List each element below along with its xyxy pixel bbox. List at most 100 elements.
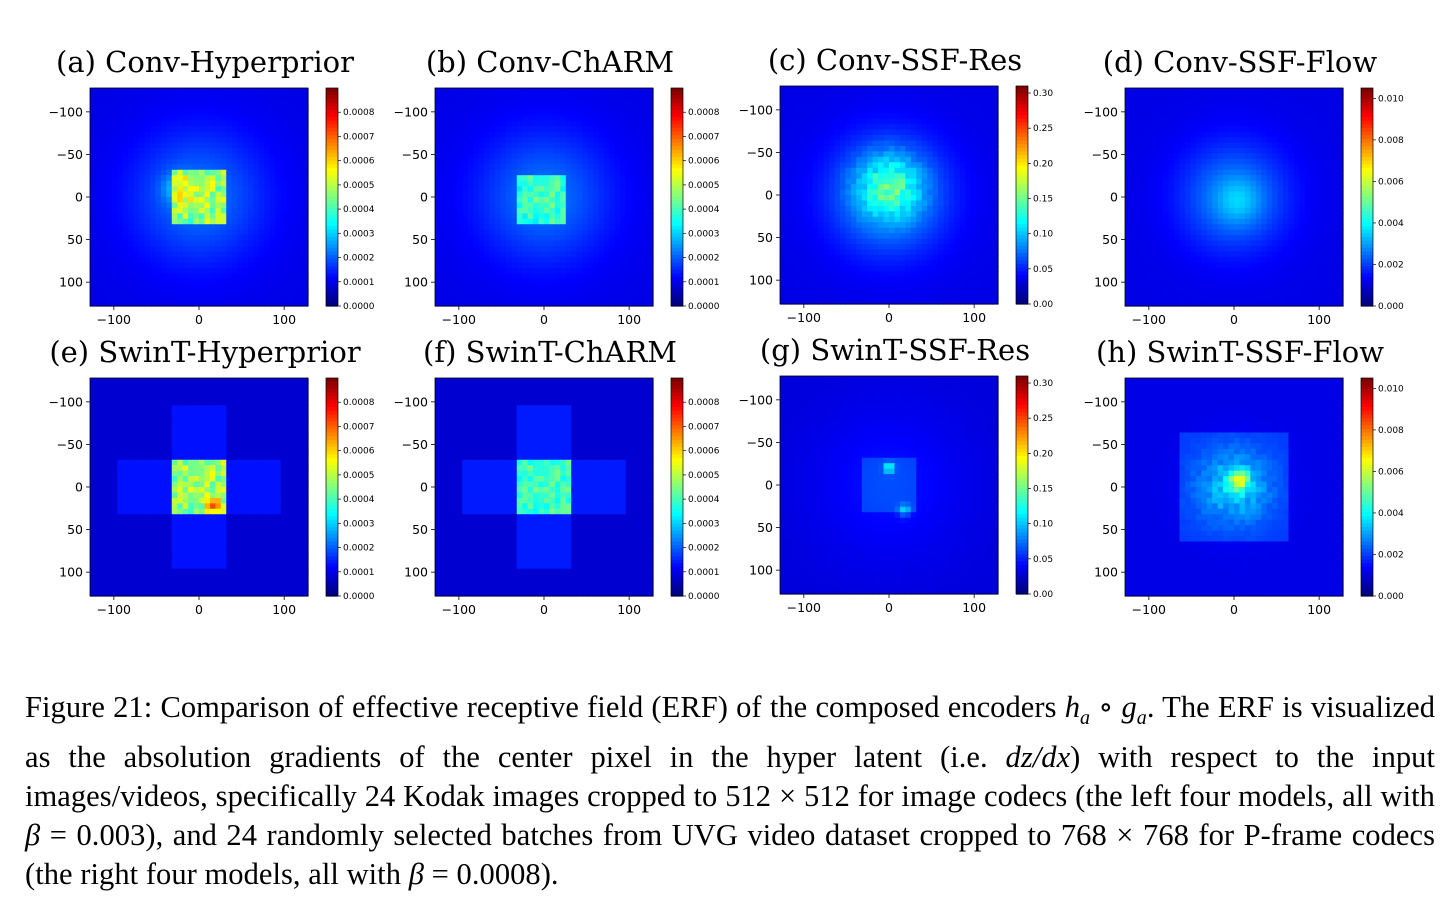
y-tick-label: 0	[75, 190, 83, 205]
colorbar-tick-label: 0.05	[1033, 555, 1053, 565]
y-tick-label: 50	[67, 232, 83, 247]
y-tick-label: −100	[1084, 104, 1118, 119]
colorbar-tick-label: 0.0003	[688, 229, 720, 239]
caption-text-6: for P-frame codecs (the right four model…	[25, 818, 1435, 892]
colorbar-tick-label: 0.0003	[688, 519, 720, 529]
colorbar-tick-label: 0.00	[1033, 300, 1053, 310]
caption-math-768: 768 × 768	[1060, 818, 1189, 853]
x-tick-label: −100	[1132, 602, 1166, 617]
colorbar-tick-label: 0.20	[1033, 159, 1053, 169]
colorbar-tick-label: 0.010	[1378, 94, 1404, 104]
x-tick-label: 100	[1307, 602, 1331, 617]
erf-panel-conv-ssf-res: (c) Conv-SSF-Res −100 0 100 −100 −50 0 50 100 0.0…	[730, 38, 1075, 328]
colorbar-tick-label: 0.0001	[343, 568, 375, 578]
panel-title: (g) SwinT-SSF-Res	[760, 333, 1030, 367]
panel-title: (e) SwinT-Hyperprior	[49, 335, 360, 369]
colorbar-tick-label: 0.0006	[688, 447, 720, 457]
caption-math-beta-2: β	[408, 857, 424, 892]
x-tick-label: −100	[1132, 312, 1166, 327]
caption-math-dzdx: dz/dx	[1005, 740, 1071, 775]
colorbar-tick-label: 0.0001	[343, 278, 375, 288]
y-tick-label: −100	[739, 102, 773, 117]
colorbar-tick-label: 0.0005	[343, 471, 375, 481]
erf-panel-conv-hyperprior: (a) Conv-Hyperprior −100 0 100 −100 −50 0 50 100…	[40, 40, 385, 330]
caption-math-beta-1-value: = 0.003	[40, 818, 146, 853]
x-tick-label: −100	[97, 602, 131, 617]
erf-heatmap-svg: (d) Conv-SSF-Flow −100 0 100 −100 −50 0 50 100 0.…	[1084, 45, 1404, 327]
colorbar-tick-label: 0.0002	[688, 544, 720, 554]
y-tick-label: 100	[749, 563, 773, 578]
y-tick-label: −50	[1092, 147, 1118, 162]
erf-panel-conv-ssf-flow: (d) Conv-SSF-Flow −100 0 100 −100 −50 0 50 100 0.…	[1075, 40, 1420, 330]
caption-math-g: ga	[1121, 690, 1147, 730]
colorbar-tick-label: 0.0001	[688, 568, 720, 578]
x-tick-label: 0	[885, 600, 893, 615]
y-tick-label: 50	[67, 522, 83, 537]
y-tick-label: −50	[402, 147, 428, 162]
colorbar-tick-label: 0.008	[1378, 136, 1404, 146]
colorbar-tick-label: 0.0004	[688, 205, 720, 215]
y-tick-label: −50	[57, 147, 83, 162]
colorbar-tick-label: 0.006	[1378, 177, 1404, 187]
x-tick-label: 0	[195, 602, 203, 617]
caption-text-3: ) with respect to the input images/video…	[25, 740, 1436, 814]
x-tick-label: −100	[97, 312, 131, 327]
erf-panel-conv-charm: (b) Conv-ChARM −100 0 100 −100 −50 0 50 100 0.000…	[385, 40, 730, 330]
y-tick-label: −50	[402, 437, 428, 452]
y-tick-label: −100	[394, 104, 428, 119]
y-tick-label: 100	[59, 275, 83, 290]
colorbar-tick-label: 0.0007	[343, 422, 375, 432]
y-tick-label: 0	[75, 480, 83, 495]
colorbar-tick-label: 0.0002	[343, 544, 375, 554]
colorbar-tick-label: 0.0000	[343, 592, 375, 602]
colorbar-tick-label: 0.00	[1033, 590, 1053, 600]
colorbar-tick-label: 0.0000	[688, 302, 720, 312]
colorbar-tick-label: 0.0006	[343, 157, 375, 167]
colorbar-tick-label: 0.002	[1378, 260, 1404, 270]
colorbar: 0.0000 0.0001 0.0002 0.0003 0.0004 0.0005 0.00…	[670, 377, 720, 602]
erf-panel-swint-hyperprior: (e) SwinT-Hyperprior −100 0 100 −100 −50 0 50 10…	[40, 330, 385, 620]
panel-title: (a) Conv-Hyperprior	[56, 45, 354, 79]
erf-heatmap-svg: (f) SwinT-ChARM −100 0 100 −100 −50 0 50 100 0.00…	[394, 335, 720, 617]
caption-math-compose: ∘	[1090, 690, 1122, 724]
x-tick-label: −100	[787, 600, 821, 615]
colorbar-tick-label: 0.0006	[343, 447, 375, 457]
x-tick-label: 0	[540, 312, 548, 327]
colorbar-tick-label: 0.008	[1378, 426, 1404, 436]
y-tick-label: 0	[765, 478, 773, 493]
colorbar-tick-label: 0.0008	[343, 398, 375, 408]
y-tick-label: −50	[747, 435, 773, 450]
x-tick-label: 0	[195, 312, 203, 327]
y-tick-label: 50	[757, 520, 773, 535]
colorbar-tick-label: 0.30	[1033, 379, 1053, 389]
y-tick-label: 100	[404, 275, 428, 290]
y-tick-label: 0	[765, 188, 773, 203]
y-tick-label: −100	[1084, 394, 1118, 409]
heatmap-cells	[780, 86, 999, 305]
erf-panel-swint-ssf-res: (g) SwinT-SSF-Res −100 0 100 −100 −50 0 50 100 0.…	[730, 328, 1075, 618]
colorbar-tick-label: 0.004	[1378, 219, 1404, 229]
x-tick-label: 100	[617, 602, 641, 617]
colorbar-tick-label: 0.006	[1378, 467, 1404, 477]
colorbar-tick-label: 0.0007	[688, 132, 720, 142]
x-tick-label: −100	[442, 312, 476, 327]
colorbar-tick-label: 0.004	[1378, 509, 1404, 519]
y-tick-label: −50	[57, 437, 83, 452]
colorbar: 0.000 0.002 0.004 0.006 0.008 0.010	[1360, 87, 1404, 312]
colorbar-tick-label: 0.0003	[343, 229, 375, 239]
colorbar-tick-label: 0.10	[1033, 520, 1053, 530]
colorbar-tick-label: 0.0001	[688, 278, 720, 288]
colorbar-tick-label: 0.0006	[688, 157, 720, 167]
colorbar-tick-label: 0.10	[1033, 230, 1053, 240]
colorbar-tick-label: 0.0004	[343, 495, 375, 505]
colorbar: 0.00 0.05 0.10 0.15 0.20 0.25 0.30	[1015, 85, 1053, 310]
y-tick-label: −100	[49, 104, 83, 119]
y-tick-label: −100	[49, 394, 83, 409]
x-tick-label: −100	[787, 310, 821, 325]
y-tick-label: 50	[1102, 232, 1118, 247]
panel-title: (d) Conv-SSF-Flow	[1103, 45, 1378, 79]
erf-heatmap-svg: (c) Conv-SSF-Res −100 0 100 −100 −50 0 50 100 0.0…	[739, 43, 1054, 325]
heatmap-cells	[90, 88, 309, 307]
x-tick-label: −100	[442, 602, 476, 617]
y-tick-label: −100	[739, 392, 773, 407]
